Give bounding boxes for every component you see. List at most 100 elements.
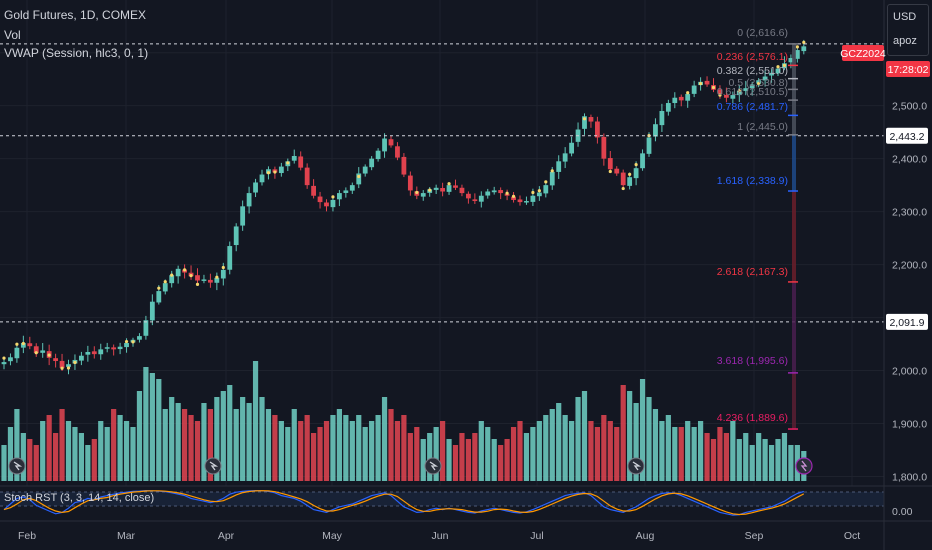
volume-bar bbox=[169, 397, 175, 481]
volume-bar bbox=[201, 403, 207, 481]
fib-range-segment bbox=[792, 115, 796, 135]
price-scale-tick: 2,500.0 bbox=[892, 101, 927, 113]
event-bolt-icon bbox=[429, 461, 439, 471]
vwap-dot bbox=[189, 274, 193, 278]
scale-options-box[interactable] bbox=[887, 4, 929, 56]
volume-bar bbox=[336, 409, 342, 481]
candle bbox=[485, 191, 491, 196]
candle bbox=[149, 301, 155, 321]
candle bbox=[233, 226, 239, 246]
candle bbox=[627, 177, 633, 186]
volume-bar bbox=[240, 397, 246, 481]
vwap-dot bbox=[795, 45, 799, 49]
vwap-dot bbox=[544, 180, 548, 184]
candle bbox=[349, 185, 355, 191]
volume-bar bbox=[175, 403, 181, 481]
volume-bar bbox=[627, 391, 633, 481]
vwap-dot bbox=[66, 366, 71, 370]
currency-button[interactable]: USD bbox=[893, 11, 917, 23]
volume-bar bbox=[375, 415, 381, 481]
candle bbox=[653, 124, 658, 137]
volume-bar bbox=[762, 439, 768, 481]
candle bbox=[646, 137, 652, 154]
fib-level-label: 1 (2,445.0) bbox=[737, 121, 788, 133]
volume-bar bbox=[265, 409, 272, 481]
volume-bar bbox=[665, 415, 671, 481]
candle bbox=[246, 193, 252, 207]
volume-bar bbox=[53, 433, 59, 481]
volume-bar bbox=[723, 433, 729, 481]
candle bbox=[117, 346, 123, 350]
candle bbox=[691, 85, 697, 94]
vwap-dot bbox=[621, 186, 625, 191]
vwap-dot bbox=[711, 85, 716, 90]
volume-bar bbox=[46, 415, 52, 481]
candle bbox=[66, 364, 71, 367]
symbol-legend[interactable]: Gold Futures, 1D, COMEX bbox=[4, 8, 147, 22]
volume-bar bbox=[446, 439, 452, 481]
volume-bar bbox=[562, 415, 568, 481]
candle bbox=[27, 343, 33, 347]
vwap-dot bbox=[550, 169, 554, 173]
time-axis-label: Aug bbox=[636, 530, 655, 542]
vwap-dot bbox=[776, 65, 780, 69]
candle bbox=[14, 347, 20, 359]
candle bbox=[730, 95, 736, 99]
candle bbox=[53, 358, 58, 362]
vwap-legend[interactable]: VWAP (Session, hlc3, 0, 1) bbox=[4, 46, 149, 60]
candle bbox=[530, 195, 536, 202]
volume-bar bbox=[685, 421, 691, 481]
volume-bar bbox=[394, 421, 401, 481]
vwap-dot bbox=[511, 194, 516, 198]
candle bbox=[549, 171, 555, 186]
time-axis-label: Jul bbox=[530, 530, 543, 542]
stoch-rsi-legend[interactable]: Stoch RST (3, 3, 14, 14, close) bbox=[4, 492, 155, 504]
candle bbox=[459, 187, 465, 194]
price-level-tag-bg bbox=[886, 313, 928, 330]
candle bbox=[607, 158, 613, 170]
volume-bar bbox=[659, 421, 665, 481]
vwap-dot bbox=[15, 342, 19, 346]
volume-bar bbox=[414, 427, 420, 481]
vwap-dot bbox=[628, 172, 632, 176]
time-axis-label: Mar bbox=[117, 530, 136, 542]
candle bbox=[356, 173, 362, 185]
vwap-dot bbox=[582, 117, 587, 121]
candle bbox=[601, 136, 607, 159]
volume-bar bbox=[781, 433, 788, 481]
volume-bar bbox=[104, 427, 110, 481]
price-scale-tick: 1,900.0 bbox=[892, 419, 927, 431]
candle bbox=[472, 199, 478, 202]
volume-legend[interactable]: Vol bbox=[4, 28, 21, 42]
volume-bar bbox=[401, 415, 407, 481]
volume-bar bbox=[517, 421, 523, 481]
volume-bar bbox=[704, 433, 710, 481]
volume-bar bbox=[369, 421, 375, 481]
volume-bar bbox=[633, 403, 639, 481]
volume-bar bbox=[98, 421, 104, 481]
volume-bar bbox=[427, 433, 433, 481]
scale-mode-button[interactable]: apoz bbox=[893, 35, 917, 47]
vwap-dot bbox=[73, 360, 77, 365]
candle bbox=[162, 283, 168, 292]
candle bbox=[79, 355, 84, 361]
candle bbox=[156, 291, 162, 303]
volume-bar bbox=[588, 421, 594, 481]
volume-bar bbox=[510, 427, 517, 481]
vwap-dot bbox=[537, 189, 541, 193]
volume-bar bbox=[594, 427, 600, 481]
volume-bar bbox=[304, 415, 310, 481]
volume-bar bbox=[20, 433, 26, 481]
vwap-dot bbox=[215, 275, 219, 279]
candle bbox=[20, 343, 26, 348]
volume-bar bbox=[311, 433, 317, 481]
volume-bar bbox=[330, 415, 336, 481]
candle bbox=[253, 182, 258, 193]
volume-bar bbox=[72, 427, 78, 481]
volume-bar bbox=[478, 421, 484, 481]
candle bbox=[536, 192, 542, 197]
volume-bar bbox=[498, 445, 504, 481]
price-scale-tick: 1,800.0 bbox=[892, 472, 927, 484]
